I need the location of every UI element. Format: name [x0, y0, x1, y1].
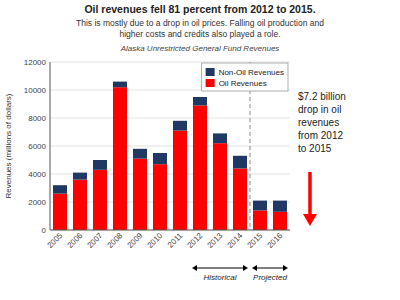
- y-tick-label: 12000: [24, 58, 47, 67]
- x-tick-label: 2010: [145, 231, 164, 250]
- y-tick-label: 8000: [28, 114, 46, 123]
- periods: Historical Projected: [192, 62, 288, 282]
- x-tick-label: 2009: [125, 231, 144, 250]
- x-tick-label: 2013: [205, 231, 224, 250]
- y-tick-label: 2000: [28, 198, 46, 207]
- bar-segment: [233, 168, 247, 230]
- bars: [53, 82, 287, 230]
- bar-segment: [153, 164, 167, 230]
- text-line: higher costs and credits also played a r…: [119, 29, 280, 39]
- x-tick-label: 2008: [105, 231, 124, 250]
- y-axis-label: Revenues (millions of dollars): [4, 93, 13, 198]
- text-line: $7.2 billion: [298, 91, 346, 102]
- legend: Non-Oil Revenues Oil Revenues: [202, 63, 288, 91]
- period-arrowhead: [192, 265, 197, 271]
- bar-segment: [173, 121, 187, 131]
- bar-segment: [173, 131, 187, 230]
- x-tick-label: 2006: [65, 231, 84, 250]
- text-line: This is mostly due to a drop in oil pric…: [76, 18, 324, 28]
- bar-segment: [53, 194, 67, 230]
- x-axis: 2005200620072008200920102011201220132014…: [45, 231, 284, 250]
- x-tick-label: 2007: [85, 231, 104, 250]
- bar-segment: [253, 210, 267, 230]
- bar-segment: [93, 170, 107, 230]
- x-tick-label: 2011: [166, 231, 185, 250]
- text-line: from 2012: [298, 130, 343, 141]
- bar-segment: [193, 105, 207, 230]
- period-arrowhead: [252, 265, 257, 271]
- text-line: to 2015: [298, 143, 332, 154]
- y-tick-label: 10000: [24, 86, 47, 95]
- bar-segment: [253, 201, 267, 211]
- period-bracket: [254, 268, 286, 269]
- y-axis-line: [50, 62, 51, 230]
- y-axis: 0 2000 4000 6000 8000 10000 12000: [24, 58, 290, 235]
- y-tick-label: 6000: [28, 142, 46, 151]
- x-tick-label: 2016: [265, 231, 284, 250]
- bar-segment: [53, 185, 67, 193]
- bar-segment: [213, 133, 227, 143]
- annotation-arrowhead: [303, 214, 317, 226]
- subtitle: This is mostly due to a drop in oil pric…: [76, 18, 324, 39]
- grid-line: [50, 62, 290, 63]
- x-axis-line: [50, 230, 290, 231]
- bar-segment: [273, 212, 287, 230]
- y-tick-label: 0: [42, 226, 47, 235]
- legend-label: Oil Revenues: [219, 79, 267, 88]
- legend-frame: [202, 63, 288, 91]
- bar-segment: [213, 143, 227, 230]
- period-arrowhead: [243, 265, 248, 271]
- x-tick-label: 2015: [245, 231, 264, 250]
- y-tick-label: 4000: [28, 170, 46, 179]
- x-tick-label: 2005: [45, 231, 64, 250]
- bar-segment: [153, 153, 167, 164]
- x-tick-label: 2012: [185, 231, 204, 250]
- bar-segment: [113, 87, 127, 230]
- period-label: Projected: [253, 273, 287, 282]
- grid-line: [50, 146, 290, 147]
- bar-segment: [113, 82, 127, 88]
- chart-subtitle: Alaska Unrestricted General Fund Revenue…: [120, 44, 280, 53]
- legend-label: Non-Oil Revenues: [219, 68, 284, 77]
- grid-line: [50, 118, 290, 119]
- annotation: $7.2 billion drop in oil revenues from 2012…: [298, 91, 346, 154]
- bar-segment: [233, 156, 247, 169]
- text-line: drop in oil: [298, 104, 341, 115]
- period-bracket: [194, 268, 246, 269]
- period-arrowhead: [283, 265, 288, 271]
- legend-swatch: [206, 79, 215, 87]
- x-tick-label: 2014: [225, 231, 244, 250]
- bar-segment: [73, 173, 87, 180]
- chart: Oil revenues fell 81 percent from 2012 t…: [0, 0, 400, 300]
- annotation-arrow: [308, 172, 312, 216]
- bar-segment: [133, 159, 147, 230]
- bar-segment: [73, 180, 87, 230]
- grid-line: [50, 230, 290, 231]
- text-line: revenues: [298, 117, 339, 128]
- legend-swatch: [206, 68, 215, 76]
- bar-segment: [133, 149, 147, 159]
- period-label: Historical: [204, 273, 237, 282]
- bar-segment: [273, 201, 287, 212]
- bar-segment: [193, 97, 207, 105]
- title: Oil revenues fell 81 percent from 2012 t…: [84, 3, 315, 15]
- bar-segment: [93, 160, 107, 170]
